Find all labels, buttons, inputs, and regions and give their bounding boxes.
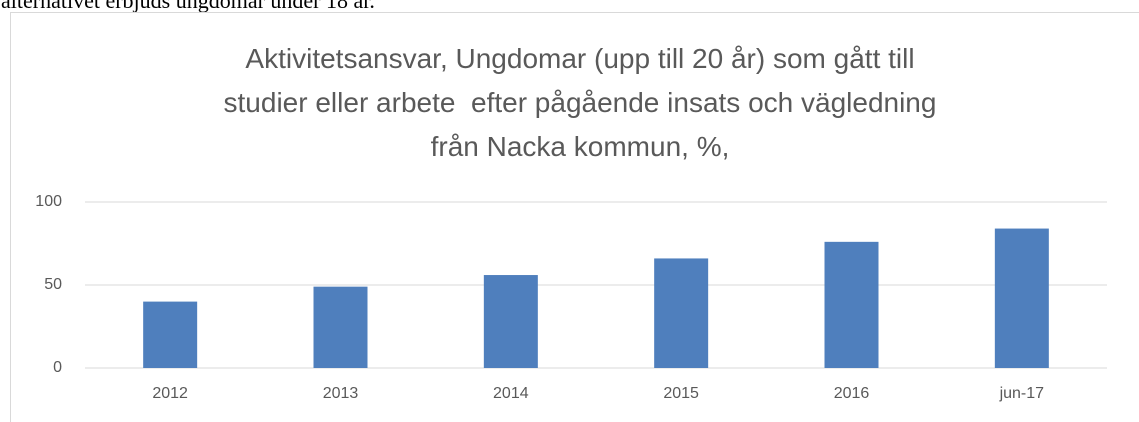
chart-title: Aktivitetsansvar, Ungdomar (upp till 20 … [245,43,914,74]
bar [313,286,368,368]
bar [824,241,879,368]
x-tick-label: 2016 [834,385,870,402]
y-tick-label: 100 [35,193,62,210]
x-tick-label: 2015 [663,385,699,402]
bar [483,275,538,368]
y-tick-label: 50 [44,276,62,293]
chart-frame [10,12,1139,422]
bar [654,258,709,368]
chart-title: studier eller arbete efter pågående insa… [224,87,937,118]
bar [143,301,198,368]
document-text: alternativet erbjuds ungdomar under 18 å… [1,0,375,13]
chart-title: från Nacka kommun, %, [431,131,730,162]
y-tick-label: 0 [53,359,62,376]
bar [994,228,1049,368]
x-tick-label: 2013 [323,385,359,402]
x-tick-label: jun-17 [999,385,1045,402]
x-tick-label: 2012 [152,385,188,402]
x-tick-label: 2014 [493,385,529,402]
